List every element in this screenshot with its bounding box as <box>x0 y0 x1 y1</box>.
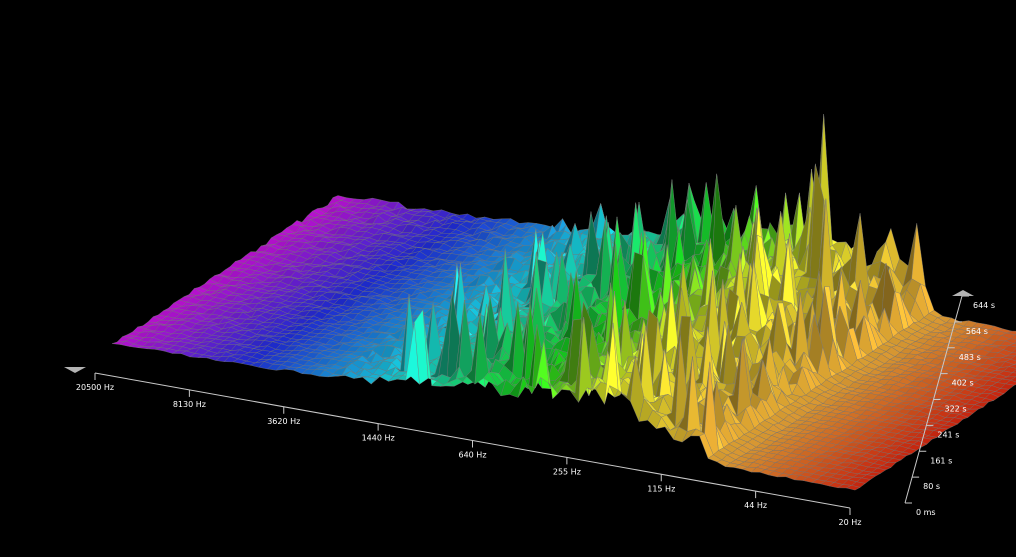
spectrum-surface <box>112 114 1016 490</box>
frequency-tick-label: 44 Hz <box>744 501 767 510</box>
frequency-axis-marker-icon <box>64 367 86 373</box>
frequency-tick-label: 8130 Hz <box>173 400 206 409</box>
frequency-tick-label: 20500 Hz <box>76 383 114 392</box>
time-tick-label: 241 s <box>937 430 959 439</box>
time-axis-marker-icon <box>952 290 974 296</box>
frequency-tick-label: 3620 Hz <box>267 417 300 426</box>
time-tick-label: 483 s <box>959 353 981 362</box>
time-tick-label: 644 s <box>973 301 995 310</box>
frequency-tick-label: 115 Hz <box>647 484 675 493</box>
frequency-tick-label: 1440 Hz <box>362 434 395 443</box>
time-tick-label: 0 ms <box>916 508 936 517</box>
time-tick-label: 161 s <box>930 456 952 465</box>
frequency-tick-label: 255 Hz <box>553 467 581 476</box>
frequency-tick-label: 20 Hz <box>839 518 862 527</box>
time-tick-label: 80 s <box>923 482 940 491</box>
frequency-tick-label: 640 Hz <box>458 451 486 460</box>
surface-cell <box>912 223 926 286</box>
time-tick-label: 564 s <box>966 327 988 336</box>
time-tick-label: 402 s <box>952 379 974 388</box>
time-tick-label: 322 s <box>945 405 967 414</box>
